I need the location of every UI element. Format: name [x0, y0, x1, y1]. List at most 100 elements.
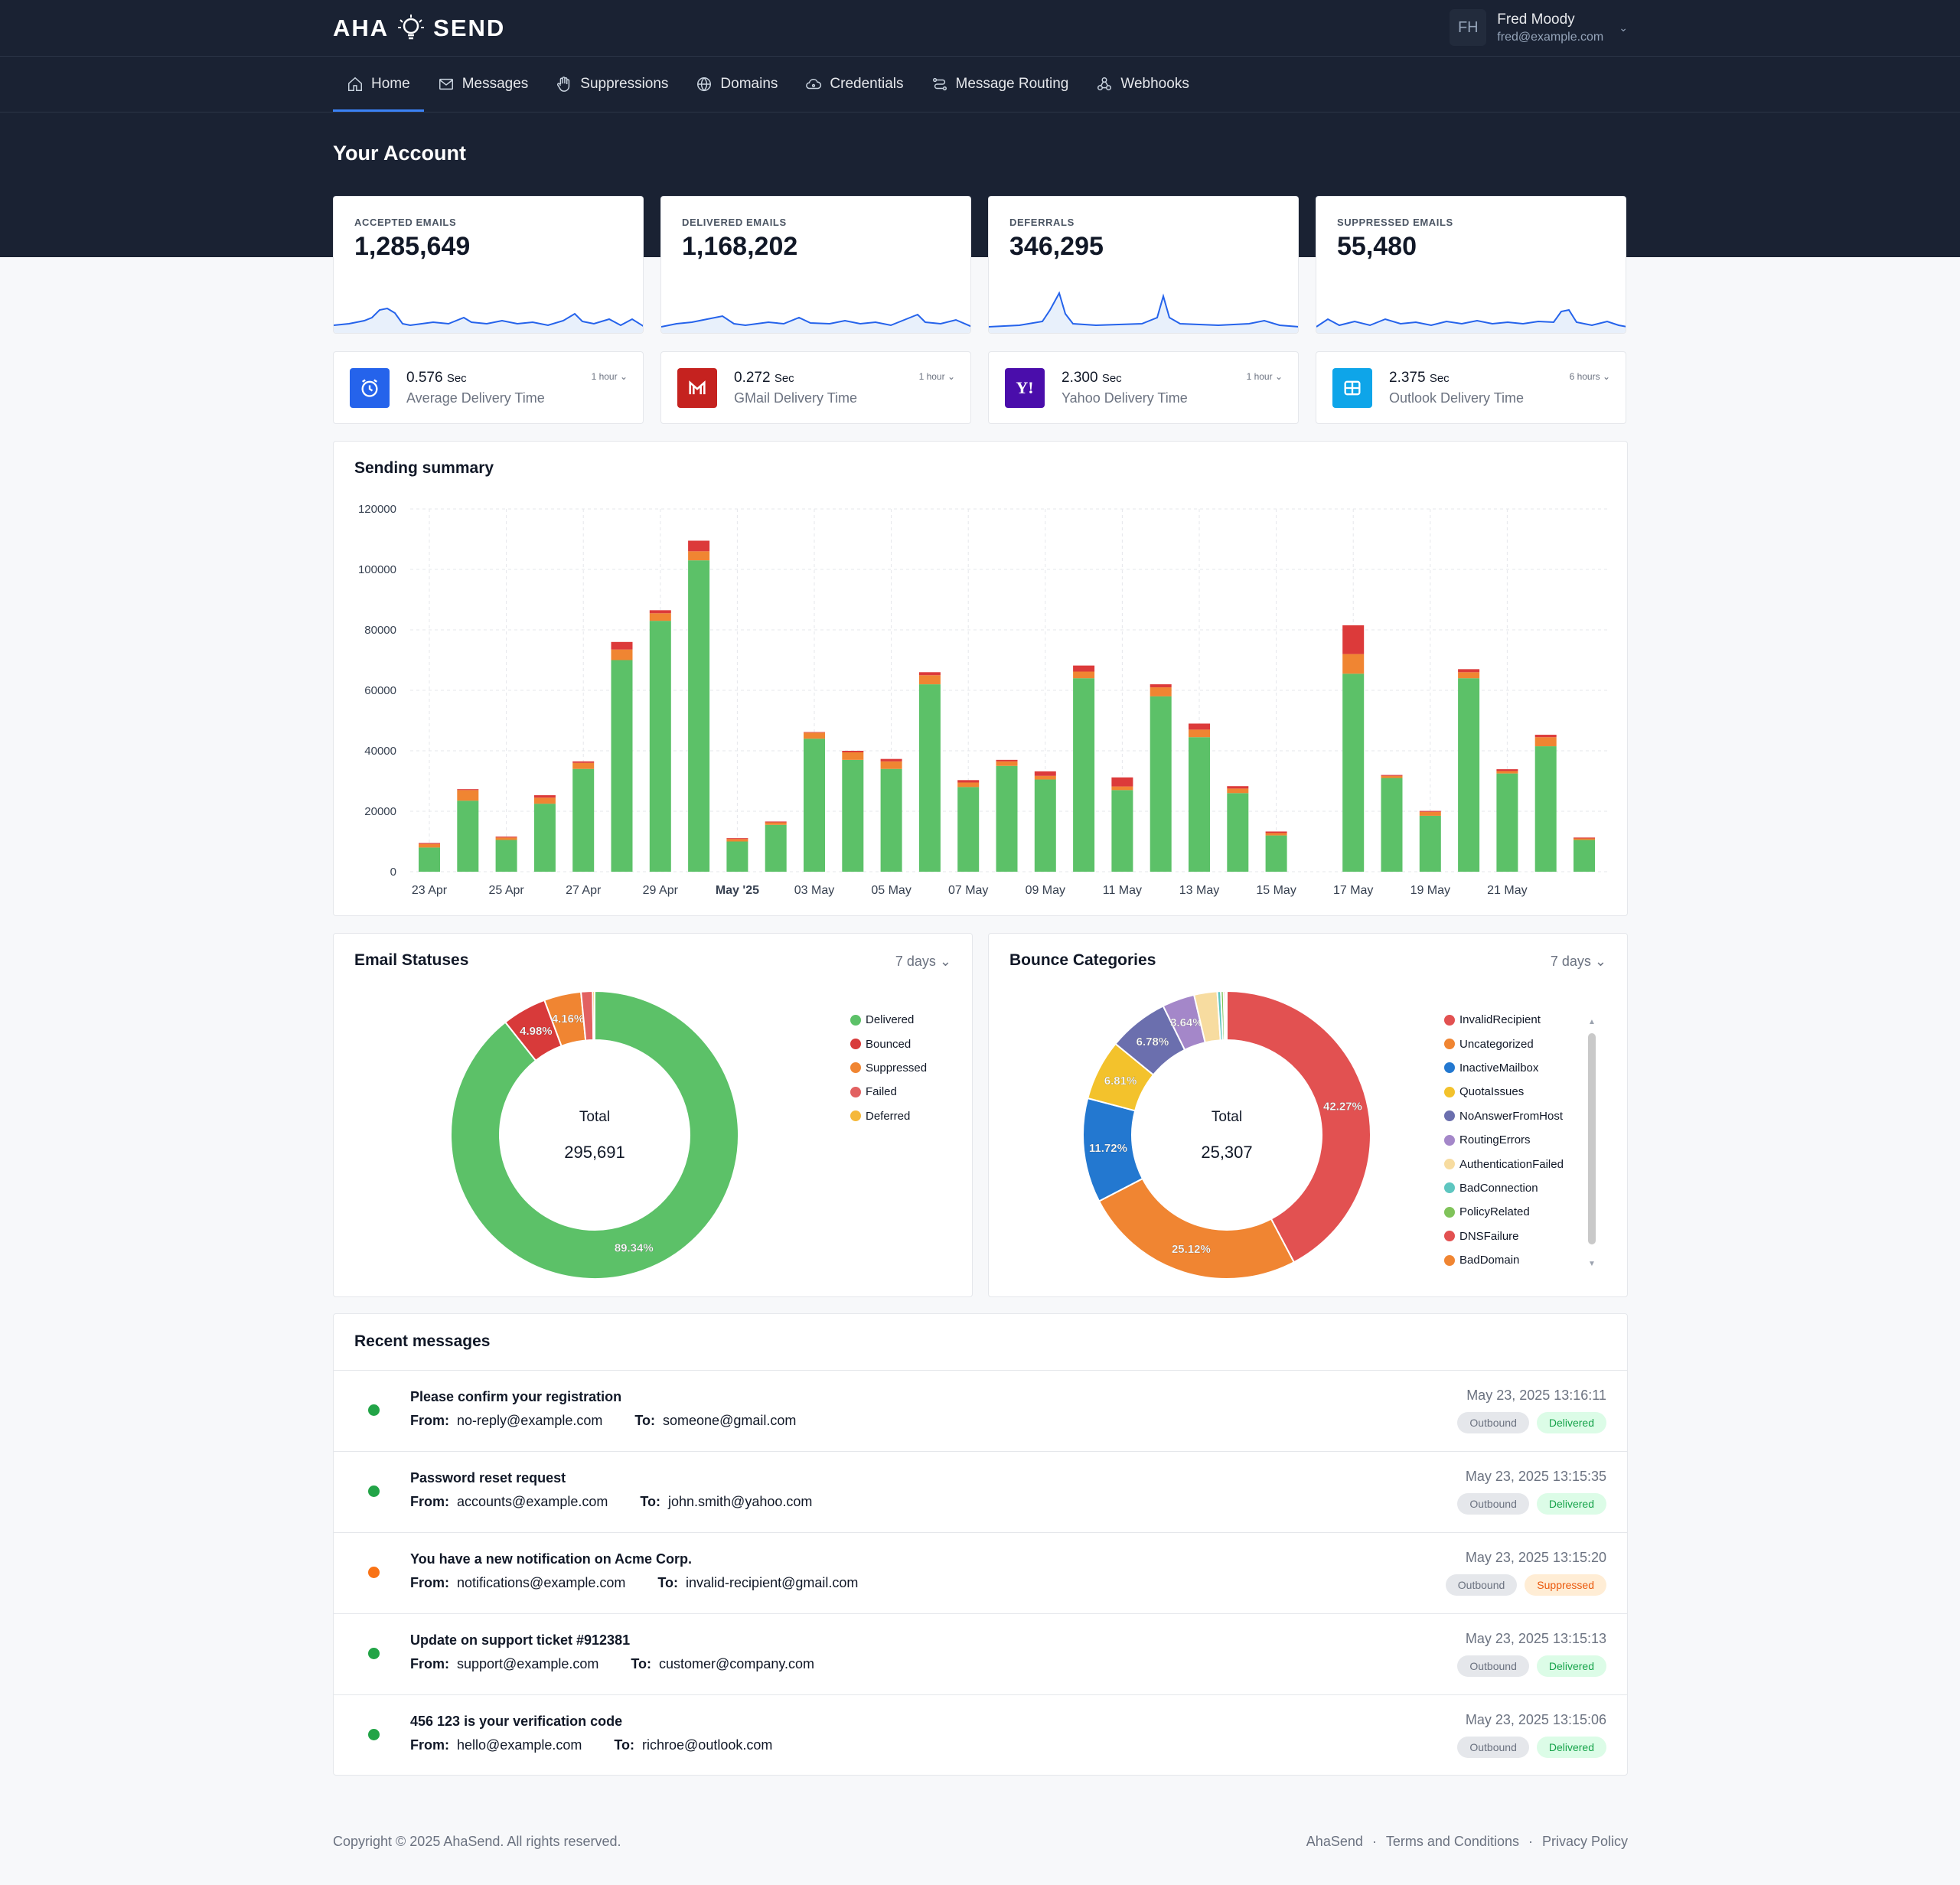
pie-slice[interactable] [450, 990, 739, 1280]
legend-item[interactable]: Suppressed [850, 1056, 927, 1080]
bar-segment[interactable] [842, 759, 864, 872]
bar-segment[interactable] [688, 551, 710, 561]
footer-link-ahasend[interactable]: AhaSend [1306, 1834, 1363, 1849]
nav-credentials[interactable]: Credentials [791, 57, 917, 112]
legend-item[interactable]: InactiveMailbox [1444, 1056, 1564, 1080]
pie-slice[interactable] [592, 990, 595, 1042]
pie-slice[interactable] [1226, 990, 1371, 1264]
message-row[interactable]: Password reset request From: accounts@ex… [334, 1451, 1627, 1532]
bar-segment[interactable] [1458, 678, 1480, 872]
legend-item[interactable]: QuotaIssues [1444, 1080, 1564, 1104]
period-dropdown[interactable]: 7 days ⌄ [1550, 954, 1606, 969]
bar-segment[interactable] [1534, 735, 1557, 738]
bar-segment[interactable] [1458, 669, 1480, 673]
bar-segment[interactable] [688, 560, 710, 872]
bar-segment[interactable] [1458, 672, 1480, 679]
bar-segment[interactable] [457, 801, 479, 872]
bar-segment[interactable] [1111, 786, 1133, 791]
bar-segment[interactable] [1574, 838, 1595, 840]
bar-segment[interactable] [1265, 833, 1287, 836]
bar-segment[interactable] [1227, 786, 1249, 789]
bar-segment[interactable] [1574, 837, 1595, 839]
legend-item[interactable]: NoAnswerFromHost [1444, 1104, 1564, 1128]
legend-item[interactable]: DNSFailure [1444, 1225, 1564, 1248]
bar-segment[interactable] [880, 758, 902, 762]
bar-segment[interactable] [1150, 684, 1172, 688]
bar-segment[interactable] [1189, 737, 1210, 872]
bar-segment[interactable] [611, 649, 633, 660]
bar-segment[interactable] [804, 732, 825, 733]
bar-segment[interactable] [957, 780, 980, 783]
legend-item[interactable]: InvalidRecipient [1444, 1008, 1564, 1032]
scroll-up-icon[interactable]: ▲ [1588, 1018, 1596, 1026]
bar-segment[interactable] [765, 821, 787, 823]
bar-segment[interactable] [649, 610, 671, 614]
footer-link-terms[interactable]: Terms and Conditions [1385, 1834, 1519, 1849]
bar-segment[interactable] [1034, 779, 1056, 872]
nav-messages[interactable]: Messages [424, 57, 543, 112]
period-dropdown[interactable]: 1 hour ⌄ [918, 371, 955, 382]
bar-segment[interactable] [918, 672, 941, 676]
legend-item[interactable]: Failed [850, 1080, 927, 1104]
bar-segment[interactable] [765, 822, 787, 825]
legend-item[interactable]: BadDomain [1444, 1248, 1564, 1270]
bar-segment[interactable] [804, 739, 825, 872]
bar-segment[interactable] [1342, 625, 1365, 654]
bar-segment[interactable] [457, 789, 479, 791]
bar-segment[interactable] [572, 768, 595, 872]
bar-segment[interactable] [726, 839, 748, 842]
period-dropdown[interactable]: 7 days ⌄ [895, 954, 951, 969]
bar-segment[interactable] [957, 787, 980, 872]
bar-segment[interactable] [1496, 771, 1518, 774]
user-menu[interactable]: FH Fred Moody fred@example.com ⌄ [1450, 9, 1628, 46]
legend-item[interactable]: Delivered [850, 1008, 927, 1032]
message-row[interactable]: Update on support ticket #912381 From: s… [334, 1613, 1627, 1694]
legend-scroll-area[interactable]: InvalidRecipient Uncategorized InactiveMai… [1444, 1008, 1582, 1270]
pie-slice[interactable] [1097, 1177, 1296, 1280]
bar-segment[interactable] [1111, 777, 1133, 787]
legend-item[interactable]: PolicyRelated [1444, 1200, 1564, 1224]
legend-item[interactable]: BadConnection [1444, 1176, 1564, 1200]
bar-segment[interactable] [1265, 835, 1287, 872]
bar-segment[interactable] [1227, 788, 1249, 794]
bar-segment[interactable] [1073, 671, 1095, 679]
bar-segment[interactable] [996, 759, 1018, 762]
bar-segment[interactable] [1342, 654, 1365, 674]
bar-segment[interactable] [457, 790, 479, 801]
period-dropdown[interactable]: 1 hour ⌄ [591, 371, 628, 382]
bar-segment[interactable] [1419, 811, 1441, 816]
bar-segment[interactable] [1227, 793, 1249, 872]
logo[interactable]: AHA SEND [333, 14, 505, 43]
bar-segment[interactable] [1496, 773, 1518, 872]
bar-segment[interactable] [726, 838, 748, 840]
bar-segment[interactable] [918, 675, 941, 685]
message-row[interactable]: 456 123 is your verification code From: … [334, 1694, 1627, 1776]
bar-segment[interactable] [918, 684, 941, 872]
bar-segment[interactable] [1034, 775, 1056, 780]
bar-segment[interactable] [1534, 746, 1557, 872]
bar-segment[interactable] [1534, 737, 1557, 747]
bar-segment[interactable] [572, 761, 595, 763]
bar-segment[interactable] [842, 751, 864, 752]
bar-segment[interactable] [1189, 723, 1210, 730]
legend-item[interactable]: Deferred [850, 1104, 927, 1128]
bar-segment[interactable] [880, 768, 902, 872]
bar-segment[interactable] [495, 840, 517, 872]
bar-segment[interactable] [1381, 778, 1403, 872]
nav-suppressions[interactable]: Suppressions [542, 57, 682, 112]
nav-home[interactable]: Home [333, 57, 424, 112]
bar-segment[interactable] [1265, 831, 1287, 833]
nav-webhooks[interactable]: Webhooks [1082, 57, 1202, 112]
bar-segment[interactable] [1189, 729, 1210, 738]
bar-segment[interactable] [572, 762, 595, 769]
message-row[interactable]: You have a new notification on Acme Corp… [334, 1532, 1627, 1613]
footer-link-privacy[interactable]: Privacy Policy [1541, 1834, 1628, 1849]
bar-segment[interactable] [996, 761, 1018, 766]
bar-segment[interactable] [1381, 775, 1403, 778]
legend-item[interactable]: AuthenticationFailed [1444, 1152, 1564, 1176]
period-dropdown[interactable]: 1 hour ⌄ [1246, 371, 1283, 382]
bar-segment[interactable] [1419, 815, 1441, 872]
bar-segment[interactable] [1496, 769, 1518, 771]
bar-segment[interactable] [957, 782, 980, 788]
legend-item[interactable]: Uncategorized [1444, 1032, 1564, 1055]
